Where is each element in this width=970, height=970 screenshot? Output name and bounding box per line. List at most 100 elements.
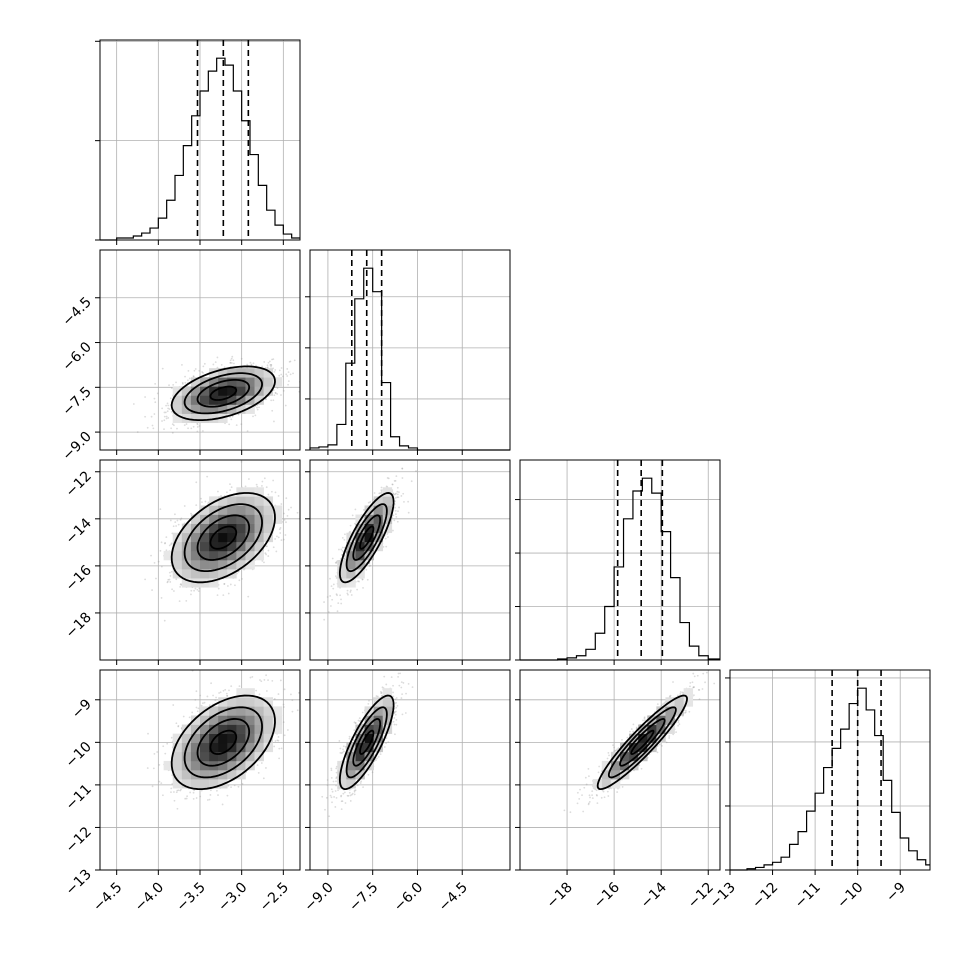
contour-0 [209,525,238,550]
sample-point [267,679,269,681]
sample-point [160,565,163,568]
density-cell [272,505,283,515]
sample-point [344,533,346,536]
contour-2 [345,503,388,573]
density-cell [263,386,274,396]
sample-point [161,407,164,410]
density-cell [181,395,192,405]
panel-frame [519,459,721,661]
sample-point [176,789,179,792]
sample-point [187,427,189,430]
grid-lines [520,460,720,660]
density-cell [218,413,228,424]
sample-point [391,483,394,486]
density-cell [200,413,210,424]
sample-point [369,564,372,567]
density-cell [200,550,210,561]
sample-point [394,513,397,516]
sample-point [287,383,289,386]
histogram-panel-2 [515,459,721,665]
density-cell [209,514,219,524]
scatter-panel-3-0: −13−12−11−10−9−4.5 −4.0 −3.5 −3.0 −2.5 [63,669,301,915]
sample-point [188,377,191,380]
sample-point [194,368,197,370]
sample-point [283,688,286,691]
sample-point [304,464,306,466]
sample-point [282,389,285,392]
sample-point [336,610,339,613]
sample-point [169,575,172,577]
histogram-panel-3: −13 −12 −11 −10 −9 [707,669,931,912]
sample-point [278,528,281,531]
sample-point [270,365,272,368]
sample-point [226,585,229,587]
sample-point [153,561,156,564]
sample-point [196,423,199,426]
density-cell [346,560,356,570]
sample-point [169,581,172,583]
sample-point [297,692,300,694]
sample-point [249,361,252,364]
sample-point [144,396,146,398]
density-cell [190,404,201,414]
density-cell [227,541,237,552]
sample-point [231,355,234,358]
y-tick-label: −12 [63,468,95,500]
sample-point [182,382,184,385]
sample-point [274,369,277,371]
density-cell [218,560,228,570]
sample-point [332,587,335,590]
sample-point [311,489,313,491]
density-cell [254,550,264,561]
sample-point [275,550,278,553]
sample-point [247,595,250,598]
density-cell [245,532,255,543]
sample-point [154,383,157,385]
sample-point [153,397,156,400]
sample-point [150,415,153,418]
sample-point [393,480,396,482]
sample-point [347,593,349,596]
sample-point [385,485,388,488]
sample-point [229,489,232,491]
sample-point [346,592,349,595]
sample-point [271,358,273,361]
sample-point [349,591,352,593]
sample-point [277,693,280,695]
density-cell [181,532,192,543]
sample-point [170,410,173,413]
sample-point [267,361,270,364]
sample-point [380,486,383,489]
sample-point [203,362,206,365]
sample-point [223,366,226,369]
density-cell [346,578,356,588]
contour-3 [170,492,276,584]
sample-point [280,503,283,505]
sample-point [380,491,383,494]
density-cell [172,386,183,396]
scatter-panel-2-0: −18−16−14−12 [63,459,313,665]
density-cell [209,496,219,506]
sample-point [272,358,275,361]
panel-content [146,670,300,810]
sample-point [190,589,193,592]
sample-point [256,408,259,411]
density-cell [190,532,201,543]
grid-lines [310,250,510,450]
sample-point [175,381,177,384]
sample-point [397,496,400,499]
sample-point [217,587,220,590]
density-shading [172,368,283,424]
sample-point [289,373,292,376]
sample-point [216,594,219,596]
density-cell [245,550,255,561]
sample-point [170,387,173,390]
density-cell [181,523,192,534]
sample-point [283,518,286,521]
sample-point [282,538,285,541]
sample-point [192,425,195,428]
sample-point [204,500,207,503]
sample-point [254,414,257,417]
sample-point [393,519,396,522]
density-cell [236,386,246,396]
